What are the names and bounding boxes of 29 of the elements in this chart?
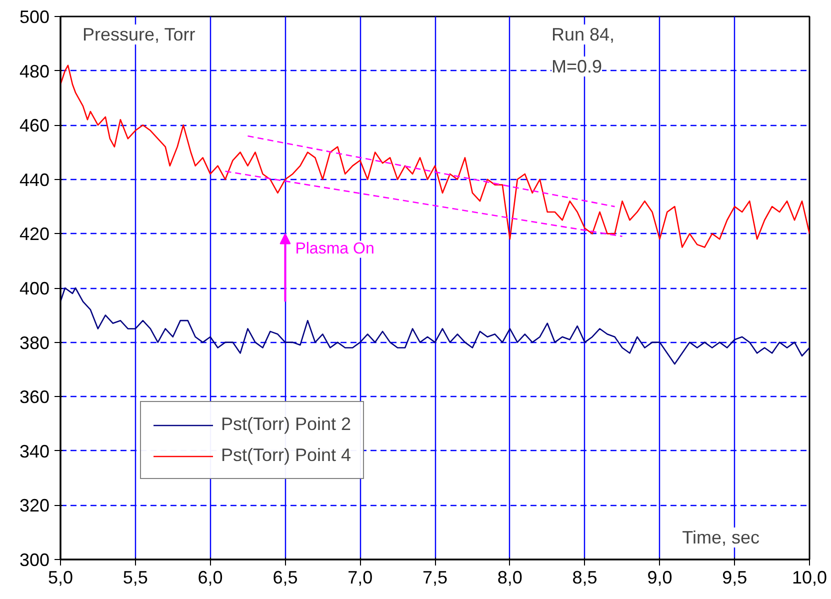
annotation: Run 84, M=0.9 [552, 24, 615, 76]
x-tick-label: 6,5 [272, 568, 298, 588]
y-tick-label: 340 [19, 441, 50, 462]
y-tick-label: 400 [19, 278, 50, 298]
y-axis-title: Pressure, Torr [82, 24, 196, 44]
x-axis-title: Time, sec [682, 528, 760, 548]
x-tick-label: 9,0 [647, 568, 672, 588]
y-tick-label: 420 [19, 224, 50, 244]
x-tick-label: 7,5 [422, 568, 448, 588]
x-tick-label: 10,0 [792, 568, 828, 588]
x-tick-label: 8,0 [497, 568, 522, 588]
x-tick-label: 5,0 [48, 568, 74, 588]
y-tick-label: 320 [19, 496, 50, 516]
y-tick-label: 500 [19, 7, 50, 27]
line-series [60, 287, 810, 365]
x-tick-label: 8,5 [572, 568, 598, 588]
y-tick-label: 360 [19, 387, 50, 408]
x-tick-label: 7,0 [348, 568, 373, 588]
legend-label: Pst(Torr) Point 4 [221, 445, 352, 466]
y-tick-label: 300 [19, 550, 50, 570]
annotation: Plasma On [295, 240, 374, 258]
y-tick-label: 480 [19, 61, 50, 82]
x-tick-label: 6,0 [198, 568, 223, 588]
y-tick-label: 440 [19, 170, 50, 190]
x-tick-label: 5,5 [122, 568, 148, 588]
x-tick-label: 9,5 [722, 568, 748, 588]
legend-label: Pst(Torr) Point 2 [221, 414, 352, 435]
y-tick-label: 380 [19, 332, 50, 353]
y-tick-label: 460 [19, 116, 50, 136]
